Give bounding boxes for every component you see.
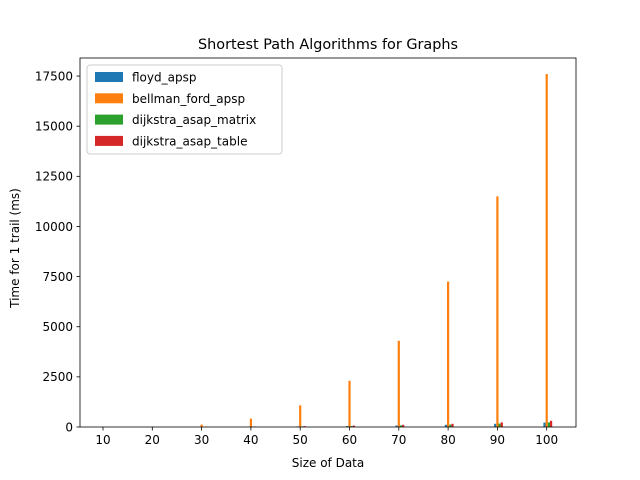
y-tick-label: 7500 <box>42 270 73 284</box>
bar-dijkstra_asap_table-80 <box>451 423 454 427</box>
y-tick-label: 10000 <box>35 220 73 234</box>
y-tick-label: 12500 <box>35 170 73 184</box>
bar-bellman_ford_apsp-100 <box>545 74 548 427</box>
bar-dijkstra_asap_matrix-70 <box>399 425 403 427</box>
bar-dijkstra_asap_table-70 <box>402 424 405 427</box>
x-tick-label: 70 <box>391 433 406 447</box>
legend-label-dijkstra_asap_matrix: dijkstra_asap_matrix <box>132 113 256 127</box>
legend-label-floyd_apsp: floyd_apsp <box>132 71 196 85</box>
bar-dijkstra_asap_matrix-60 <box>350 426 353 427</box>
bar-dijkstra_asap_table-50 <box>303 426 306 427</box>
y-axis-label: Time for 1 trail (ms) <box>8 188 22 309</box>
legend-label-dijkstra_asap_table: dijkstra_asap_table <box>132 134 247 148</box>
x-tick-label: 40 <box>243 433 258 447</box>
y-tick-label: 2500 <box>42 370 73 384</box>
legend-label-bellman_ford_apsp: bellman_ford_apsp <box>132 92 245 106</box>
x-tick-label: 50 <box>293 433 308 447</box>
legend-box <box>86 64 283 155</box>
bar-bellman_ford_apsp-70 <box>397 340 400 427</box>
bar-bellman_ford_apsp-30 <box>200 424 203 427</box>
bar-dijkstra_asap_matrix-90 <box>498 423 501 427</box>
chart-title: Shortest Path Algorithms for Graphs <box>198 37 458 53</box>
x-tick-label: 20 <box>145 433 160 447</box>
legend-swatch-floyd_apsp <box>95 72 123 82</box>
bar-bellman_ford_apsp-50 <box>299 405 302 427</box>
bar-floyd_apsp-70 <box>395 425 398 427</box>
legend-swatch-dijkstra_asap_table <box>95 135 123 146</box>
y-ticks: 0 2500 5000 7500 10000 12500 15000 17500 <box>35 69 80 434</box>
bar-dijkstra_asap_table-100 <box>550 420 553 427</box>
legend-swatch-bellman_ford_apsp <box>95 93 123 104</box>
legend: floyd_apsp bellman_ford_apsp dijkstra_asap… <box>86 64 283 155</box>
y-tick-label: 5000 <box>42 320 73 334</box>
x-axis-label: Size of Data <box>292 456 364 470</box>
x-tick-label: 10 <box>95 433 110 447</box>
y-tick-label: 15000 <box>35 119 73 133</box>
bar-dijkstra_asap_matrix-100 <box>547 422 550 427</box>
bar-bellman_ford_apsp-80 <box>447 281 450 427</box>
bar-floyd_apsp-60 <box>346 426 349 427</box>
x-tick-label: 100 <box>535 433 558 447</box>
bar-dijkstra_asap_matrix-80 <box>449 424 452 427</box>
x-tick-label: 60 <box>342 433 357 447</box>
bar-bellman_ford_apsp-90 <box>496 196 499 428</box>
bar-bellman_ford_apsp-40 <box>249 418 252 427</box>
bar-dijkstra_asap_table-90 <box>500 422 503 427</box>
bar-floyd_apsp-80 <box>444 424 447 427</box>
bar-floyd_apsp-100 <box>543 422 546 427</box>
x-tick-label: 80 <box>440 433 455 447</box>
x-tick-label: 90 <box>490 433 505 447</box>
axes-frame <box>79 57 577 428</box>
bar-floyd_apsp-90 <box>494 423 497 427</box>
y-tick-label: 0 <box>65 420 73 434</box>
legend-swatch-dijkstra_asap_matrix <box>95 114 123 125</box>
y-tick-label: 17500 <box>35 69 73 83</box>
x-tick-label: 30 <box>194 433 209 447</box>
x-ticks: 10 20 30 40 50 60 70 80 90 100 <box>95 427 558 447</box>
bar-bellman_ford_apsp-60 <box>348 380 351 428</box>
bar-dijkstra_asap_table-60 <box>352 425 355 427</box>
